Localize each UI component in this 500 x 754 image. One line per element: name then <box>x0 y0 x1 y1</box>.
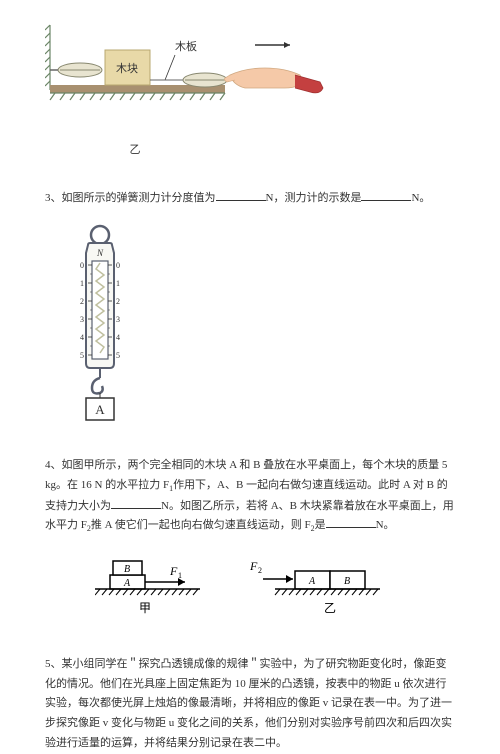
q4-t6: N。 <box>376 519 395 531</box>
q4-right-B: B <box>344 576 350 587</box>
q5-text: 5、某小组同学在＂探究凸透镜成像的规律＂实验中，为了研究物距变化时，像距变化的情… <box>45 658 452 749</box>
svg-text:2: 2 <box>116 297 120 306</box>
q3-blank-1 <box>216 189 266 201</box>
svg-text:4: 4 <box>80 333 84 342</box>
q4-t5: 是 <box>315 519 326 531</box>
q4-left-B: B <box>124 564 130 575</box>
q4-f1-label: F <box>169 564 178 578</box>
q4-caption-left: 甲 <box>139 601 151 615</box>
q4-blank-2 <box>326 516 376 528</box>
svg-text:1: 1 <box>116 279 120 288</box>
svg-text:5: 5 <box>80 351 84 360</box>
svg-text:0: 0 <box>116 261 120 270</box>
spring-scale-figure: N 0 0 1 1 2 2 3 3 4 4 5 5 <box>70 223 455 431</box>
q3-mid: N，测力计的示数是 <box>266 192 362 204</box>
svg-text:3: 3 <box>80 315 84 324</box>
q4-t4: 推 A 使它们一起也向右做匀速直线运动，则 F <box>91 519 311 531</box>
svg-text:1: 1 <box>80 279 84 288</box>
block-label: 木块 <box>116 62 138 75</box>
q4-blank-1 <box>111 497 161 509</box>
board-label: 木板 <box>175 39 197 53</box>
svg-text:3: 3 <box>116 315 120 324</box>
question-3: 3、如图所示的弹簧测力计分度值为 N，测力计的示数是 N。 <box>45 189 455 209</box>
scale-unit-n: N <box>96 248 104 258</box>
question-5: 5、某小组同学在＂探究凸透镜成像的规律＂实验中，为了研究物距变化时，像距变化的情… <box>45 655 455 754</box>
q4-right-A: A <box>308 576 316 587</box>
svg-text:0: 0 <box>80 261 84 270</box>
figure-top-svg: 木块 木板 <box>45 20 325 130</box>
box-a-label: A <box>95 402 105 417</box>
question-4: 4、如图甲所示，两个完全相同的木块 A 和 B 叠放在水平桌面上，每个木块的质量… <box>45 456 455 537</box>
svg-text:5: 5 <box>116 351 120 360</box>
q4-caption-right: 乙 <box>324 601 336 615</box>
figure-q4-svg: A B F 1 甲 F 2 <box>95 557 385 622</box>
svg-text:2: 2 <box>80 297 84 306</box>
q4-f1-sub: 1 <box>178 571 182 580</box>
figure-top-experiment: 木块 木板 乙 <box>45 20 455 161</box>
figure-q4: A B F 1 甲 F 2 <box>95 557 455 630</box>
q3-blank-2 <box>361 189 411 201</box>
q3-end: N。 <box>411 192 430 204</box>
svg-text:4: 4 <box>116 333 120 342</box>
q3-prefix: 3、如图所示的弹簧测力计分度值为 <box>45 192 216 204</box>
figure-top-caption: 乙 <box>45 141 225 161</box>
q4-left-A: A <box>123 578 131 589</box>
spring-scale-svg: N 0 0 1 1 2 2 3 3 4 4 5 5 <box>70 223 130 423</box>
q4-f2-label: F <box>249 559 258 573</box>
q4-f2-sub: 2 <box>258 566 262 575</box>
